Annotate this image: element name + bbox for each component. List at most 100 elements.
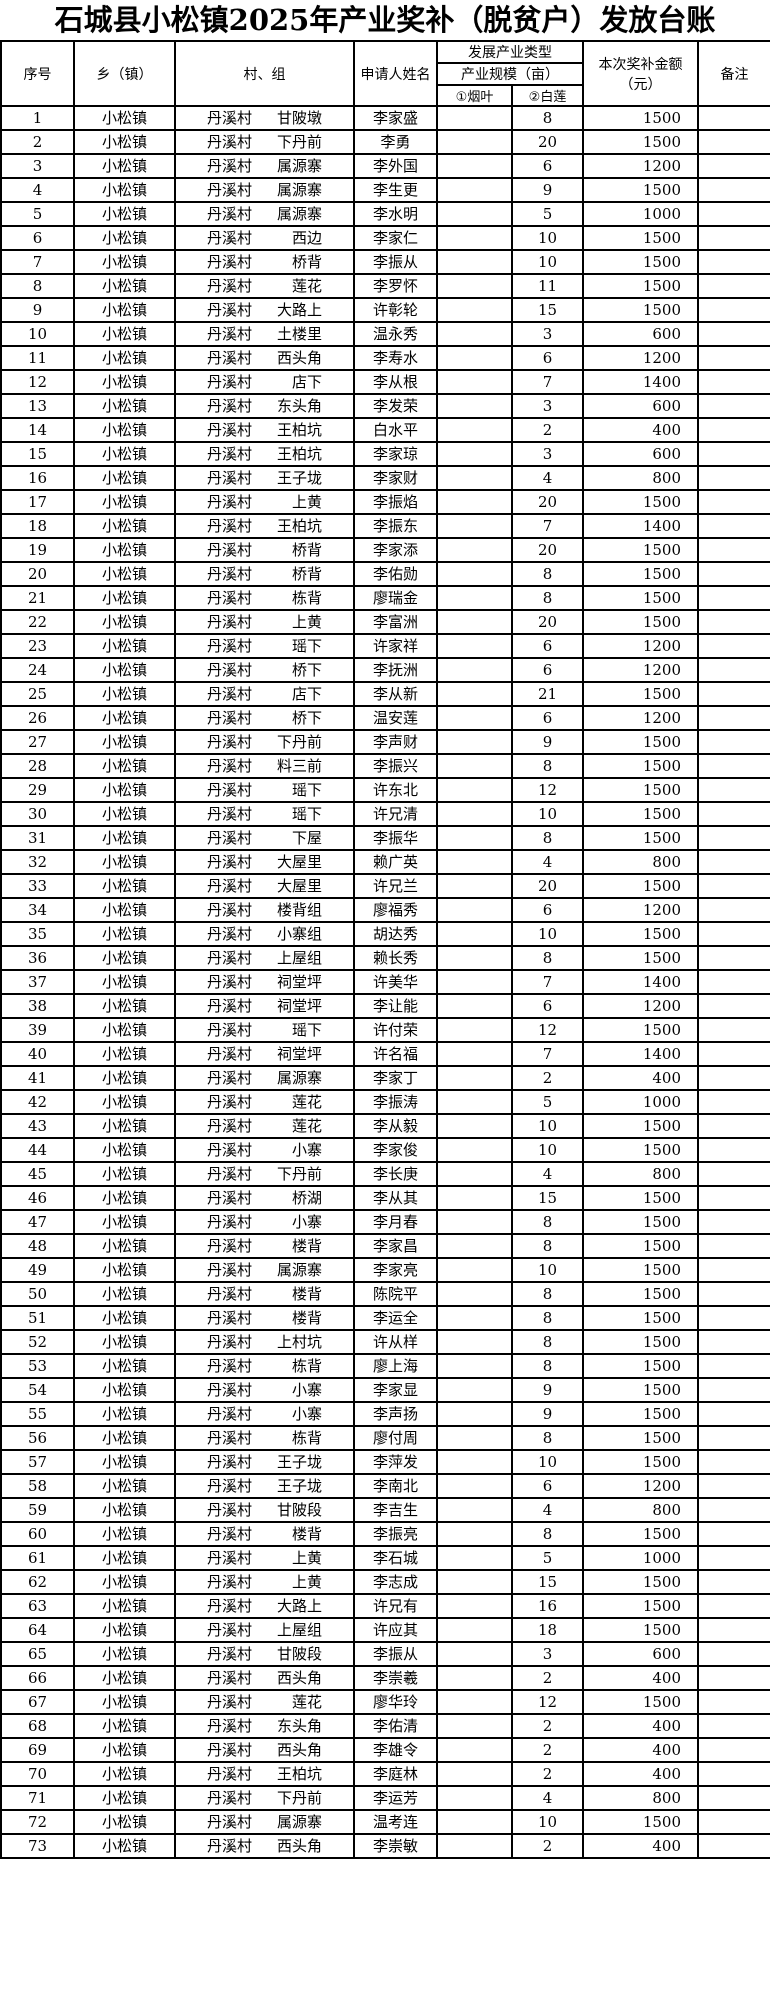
village: 丹溪村 [206,1453,252,1471]
cell-town: 小松镇 [73,1809,176,1835]
cell-amount: 1400 [582,969,699,995]
table-row: 1 小松镇 丹溪村 甘陂墩 李家盛 8 1500 [0,105,770,131]
cell-village: 丹溪村 莲花 [174,1089,355,1115]
cell-note [697,1593,770,1619]
cell-tobacco [436,1281,513,1307]
cell-lotus: 20 [511,609,584,635]
table-row: 2 小松镇 丹溪村 下丹前 李勇 20 1500 [0,129,770,155]
table-row: 42 小松镇 丹溪村 莲花 李振涛 5 1000 [0,1089,770,1115]
table-row: 48 小松镇 丹溪村 楼背 李家昌 8 1500 [0,1233,770,1259]
cell-name: 许兄清 [353,801,438,827]
cell-note [697,1209,770,1235]
table-row: 3 小松镇 丹溪村 属源寨 李外国 6 1200 [0,153,770,179]
cell-tobacco [436,633,513,659]
group: 栋背 [291,1429,322,1447]
cell-amount: 1500 [582,1401,699,1427]
cell-note [697,1137,770,1163]
cell-no: 52 [0,1329,75,1355]
cell-village: 丹溪村 下丹前 [174,1161,355,1187]
cell-name: 李生更 [353,177,438,203]
cell-name: 李从根 [353,369,438,395]
group: 土楼里 [276,325,322,343]
cell-no: 1 [0,105,75,131]
cell-tobacco [436,441,513,467]
cell-village: 丹溪村 上黄 [174,1545,355,1571]
cell-tobacco [436,729,513,755]
cell-town: 小松镇 [73,441,176,467]
cell-amount: 1500 [582,873,699,899]
group: 西头角 [276,1741,322,1759]
table-row: 57 小松镇 丹溪村 王子垅 李萍发 10 1500 [0,1449,770,1475]
village: 丹溪村 [206,925,252,943]
cell-lotus: 5 [511,201,584,227]
cell-amount: 600 [582,1641,699,1667]
cell-amount: 1400 [582,1041,699,1067]
cell-town: 小松镇 [73,1377,176,1403]
cell-amount: 1500 [582,1281,699,1307]
table-row: 58 小松镇 丹溪村 王子垅 李南北 6 1200 [0,1473,770,1499]
cell-village: 丹溪村 上村坑 [174,1329,355,1355]
cell-tobacco [436,1641,513,1667]
cell-note [697,1761,770,1787]
cell-lotus: 15 [511,1569,584,1595]
cell-lotus: 10 [511,1449,584,1475]
cell-village: 丹溪村 店下 [174,369,355,395]
cell-village: 丹溪村 大屋里 [174,849,355,875]
group: 下丹前 [276,733,322,751]
table-row: 54 小松镇 丹溪村 小寨 李家显 9 1500 [0,1377,770,1403]
cell-note [697,1065,770,1091]
village: 丹溪村 [206,973,252,991]
group: 王柏坑 [276,421,322,439]
cell-no: 62 [0,1569,75,1595]
cell-tobacco [436,321,513,347]
cell-lotus: 20 [511,489,584,515]
cell-town: 小松镇 [73,1401,176,1427]
cell-town: 小松镇 [73,705,176,731]
cell-village: 丹溪村 楼背组 [174,897,355,923]
group: 甘陂段 [276,1501,322,1519]
cell-village: 丹溪村 西头角 [174,1833,355,1859]
cell-no: 5 [0,201,75,227]
cell-note [697,1233,770,1259]
group: 店下 [291,685,322,703]
cell-no: 18 [0,513,75,539]
cell-no: 72 [0,1809,75,1835]
cell-lotus: 10 [511,801,584,827]
village: 丹溪村 [206,829,252,847]
cell-no: 16 [0,465,75,491]
cell-note [697,489,770,515]
cell-town: 小松镇 [73,321,176,347]
cell-tobacco [436,585,513,611]
cell-amount: 1500 [582,801,699,827]
cell-no: 29 [0,777,75,803]
group: 上村坑 [276,1333,322,1351]
cell-no: 64 [0,1617,75,1643]
cell-village: 丹溪村 小寨组 [174,921,355,947]
cell-note [697,969,770,995]
cell-name: 温安莲 [353,705,438,731]
group: 小寨 [291,1405,322,1423]
table-row: 51 小松镇 丹溪村 楼背 李运全 8 1500 [0,1305,770,1331]
cell-name: 李佑清 [353,1713,438,1739]
village: 丹溪村 [206,1669,252,1687]
cell-amount: 800 [582,1497,699,1523]
cell-name: 李从其 [353,1185,438,1211]
cell-lotus: 8 [511,1329,584,1355]
cell-note [697,1353,770,1379]
cell-name: 许兄兰 [353,873,438,899]
cell-village: 丹溪村 大路上 [174,297,355,323]
cell-no: 45 [0,1161,75,1187]
cell-note [697,897,770,923]
cell-amount: 1200 [582,345,699,371]
village: 丹溪村 [206,637,252,655]
cell-town: 小松镇 [73,801,176,827]
cell-town: 小松镇 [73,1305,176,1331]
cell-town: 小松镇 [73,345,176,371]
cell-village: 丹溪村 属源寨 [174,1809,355,1835]
village: 丹溪村 [206,1717,252,1735]
cell-amount: 400 [582,417,699,443]
cell-lotus: 8 [511,105,584,131]
table-row: 27 小松镇 丹溪村 下丹前 李声财 9 1500 [0,729,770,755]
cell-town: 小松镇 [73,417,176,443]
cell-tobacco [436,417,513,443]
